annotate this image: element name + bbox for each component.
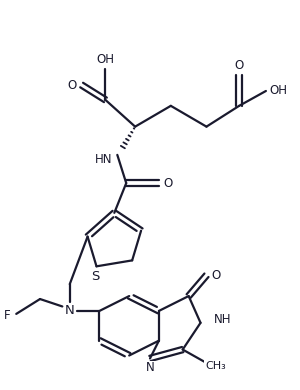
Text: HN: HN bbox=[95, 153, 113, 166]
Text: O: O bbox=[235, 59, 244, 72]
Text: NH: NH bbox=[214, 313, 231, 326]
Text: OH: OH bbox=[96, 53, 114, 66]
Text: F: F bbox=[3, 309, 10, 322]
Text: S: S bbox=[91, 270, 99, 283]
Text: O: O bbox=[68, 78, 77, 92]
Text: O: O bbox=[164, 177, 173, 190]
Text: O: O bbox=[212, 269, 220, 282]
Text: CH₃: CH₃ bbox=[205, 361, 226, 371]
Text: N: N bbox=[65, 305, 75, 317]
Text: OH: OH bbox=[269, 85, 287, 98]
Text: N: N bbox=[146, 362, 154, 374]
